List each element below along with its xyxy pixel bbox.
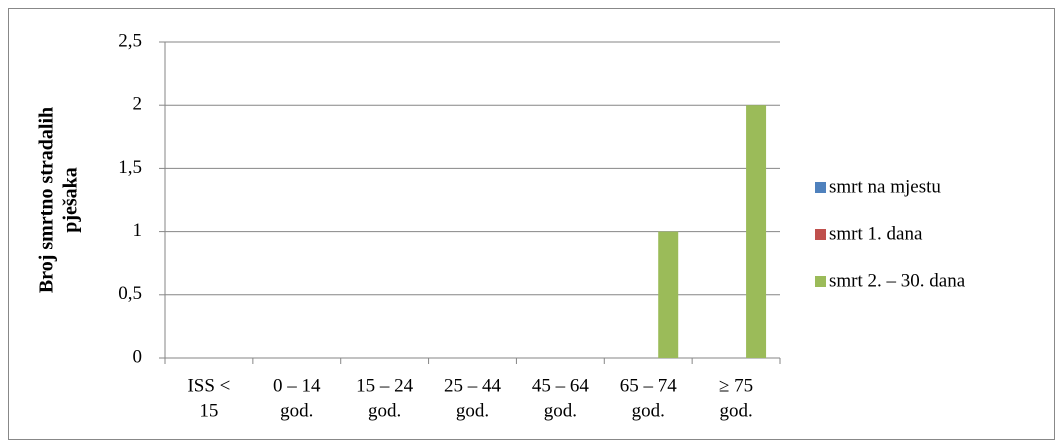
x-tick-label: god. <box>719 400 752 421</box>
x-tick-label: god. <box>368 400 401 421</box>
legend-label: smrt 2. – 30. dana <box>829 270 966 291</box>
legend-swatch <box>815 182 826 193</box>
legend-swatch <box>815 229 826 240</box>
x-tick-label: ISS < <box>187 375 230 396</box>
legend-label: smrt na mjestu <box>829 176 941 197</box>
x-tick-label: 25 – 44 <box>444 375 502 396</box>
x-tick-label: 0 – 14 <box>273 375 321 396</box>
x-tick-label: god. <box>544 400 577 421</box>
x-tick-label: god. <box>280 400 313 421</box>
y-tick-label: 1 <box>133 220 143 241</box>
x-tick-label: 65 – 74 <box>620 375 678 396</box>
x-tick-label: 15 – 24 <box>356 375 414 396</box>
bar <box>658 231 679 358</box>
x-tick-label: 45 – 64 <box>532 375 590 396</box>
y-tick-label: 1,5 <box>118 157 142 178</box>
y-tick-label: 2 <box>133 94 143 115</box>
x-tick-label: ≥ 75 <box>719 375 753 396</box>
bar <box>746 105 767 358</box>
x-tick-label: god. <box>632 400 665 421</box>
y-tick-label: 2,5 <box>118 30 142 51</box>
y-axis-label: Broj smrtno stradalih <box>36 107 58 293</box>
legend-swatch <box>815 276 826 287</box>
x-tick-label: god. <box>456 400 489 421</box>
y-tick-label: 0,5 <box>118 283 142 304</box>
x-tick-label: 15 <box>199 400 218 421</box>
y-axis-label: pješaka <box>60 167 82 233</box>
y-tick-label: 0 <box>133 346 143 367</box>
legend-label: smrt 1. dana <box>829 223 923 244</box>
chart-border <box>8 8 1055 440</box>
